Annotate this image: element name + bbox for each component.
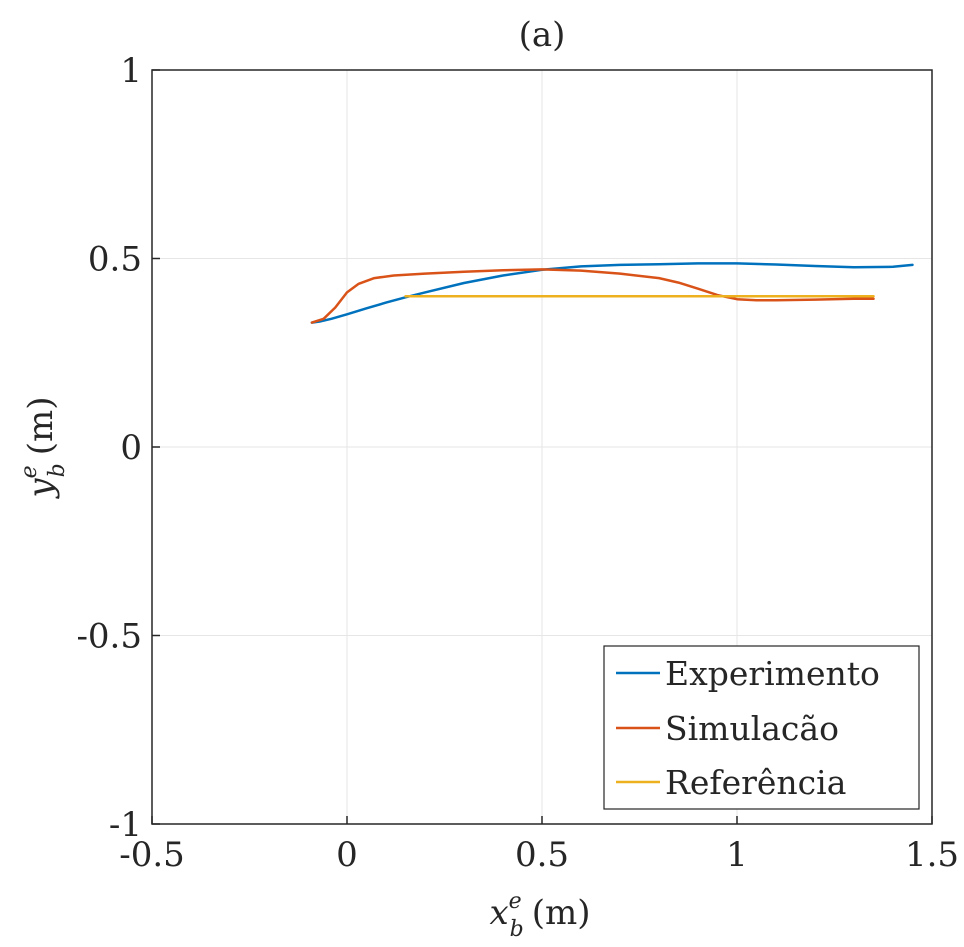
y-tick-label-1: -0.5 bbox=[76, 617, 142, 657]
y-axis-label: ye b (m) bbox=[17, 396, 70, 499]
series-lines bbox=[310, 262, 914, 324]
x-tick-label-1: 0 bbox=[336, 835, 358, 875]
legend-label-experimento: Experimento bbox=[665, 654, 880, 693]
chart-title: (a) bbox=[519, 15, 566, 55]
legend-label-simulacao: Simulacão bbox=[665, 709, 839, 748]
x-axis-label-sub: b bbox=[510, 917, 524, 942]
y-axis-label-main: y bbox=[21, 478, 61, 500]
y-axis-label-unit: (m) bbox=[21, 396, 61, 455]
y-tick-label-4: 1 bbox=[120, 51, 142, 91]
x-axis-label: xe b (m) bbox=[489, 889, 590, 942]
x-tick-label-0: -0.5 bbox=[119, 835, 185, 875]
axis-ticks: -0.5 0 0.5 1 1.5-1-0.500.51 bbox=[76, 51, 959, 875]
legend-label-referencia: Referência bbox=[665, 763, 846, 802]
x-tick-label-3: 1 bbox=[726, 835, 748, 875]
x-axis-label-sup: e bbox=[509, 889, 522, 914]
y-tick-label-2: 0 bbox=[120, 428, 142, 468]
y-axis-label-sup: e bbox=[17, 465, 42, 478]
series-line-simulac-o bbox=[310, 268, 875, 324]
y-tick-label-0: -1 bbox=[109, 805, 142, 845]
x-axis-label-unit: (m) bbox=[532, 893, 591, 933]
x-axis-label-main: x bbox=[489, 893, 508, 933]
x-tick-label-2: 0.5 bbox=[515, 835, 569, 875]
y-tick-label-3: 0.5 bbox=[88, 240, 142, 280]
legend: Experimento Simulacão Referência bbox=[603, 645, 920, 810]
y-axis-label-sub: b bbox=[45, 463, 70, 477]
x-tick-label-4: 1.5 bbox=[905, 835, 959, 875]
